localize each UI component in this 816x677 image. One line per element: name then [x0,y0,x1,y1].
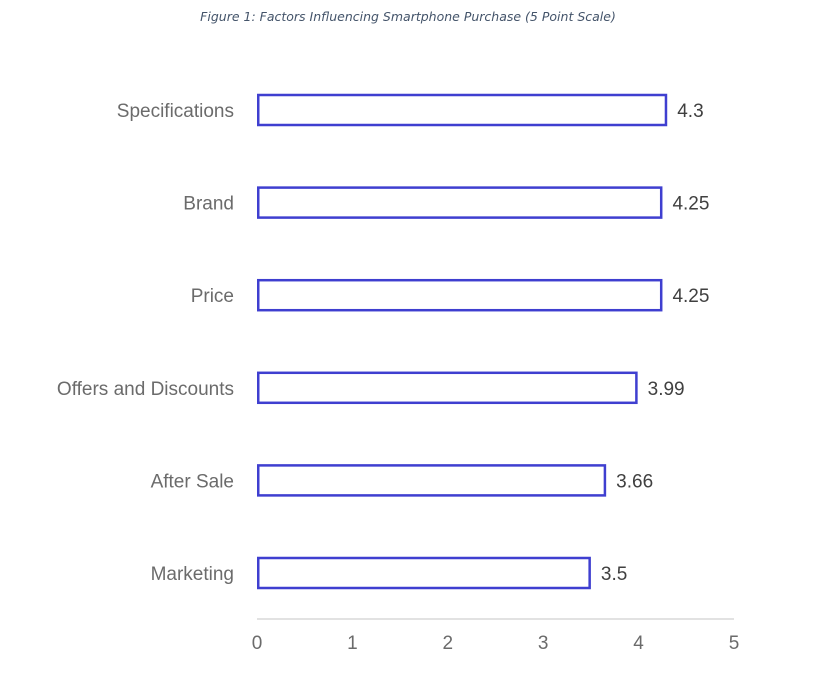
x-tick-label: 1 [347,633,358,654]
x-tick-label: 0 [252,633,263,654]
data-label: 3.66 [616,471,653,492]
bar-after-sale [257,464,607,497]
bar-offers-and-discounts [257,371,638,405]
category-label: Offers and Discounts [57,379,234,400]
category-label: Price [191,286,234,307]
x-tick-label: 4 [633,633,644,654]
data-label: 4.25 [672,286,709,307]
bar-marketing [257,556,591,590]
category-label: Marketing [151,564,234,585]
data-label: 4.25 [672,194,709,215]
x-tick-label: 3 [538,633,549,654]
bar-specifications [257,93,668,127]
bar-brand [257,186,663,219]
figure-caption: Figure 1: Factors Influencing Smartphone… [200,9,616,24]
data-label: 3.5 [601,564,627,585]
x-tick-label: 5 [729,633,740,654]
x-tick-label: 2 [443,633,454,654]
data-label: 3.99 [648,379,685,400]
bar-price [257,278,663,312]
category-label: After Sale [151,471,234,492]
category-label: Brand [183,194,234,215]
category-label: Specifications [117,101,234,122]
data-label: 4.3 [677,101,703,122]
